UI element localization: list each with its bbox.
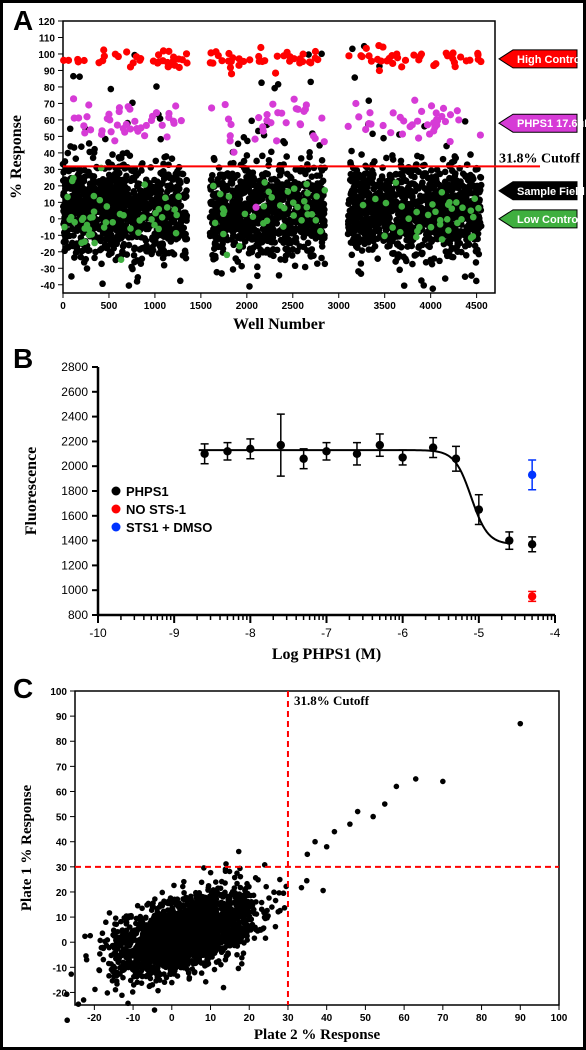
- svg-text:1600: 1600: [61, 509, 88, 523]
- svg-text:70: 70: [56, 762, 68, 773]
- svg-text:2200: 2200: [61, 434, 88, 448]
- svg-text:40: 40: [44, 149, 56, 160]
- svg-text:STS1 + DMSO: STS1 + DMSO: [126, 520, 212, 535]
- svg-text:0: 0: [60, 301, 66, 312]
- svg-text:1800: 1800: [61, 484, 88, 498]
- panel-c-label: C: [13, 673, 33, 705]
- svg-text:80: 80: [56, 737, 68, 748]
- svg-text:60: 60: [44, 116, 56, 127]
- svg-text:70: 70: [437, 1013, 449, 1024]
- svg-text:800: 800: [68, 608, 88, 622]
- svg-text:20: 20: [244, 1013, 256, 1024]
- svg-text:-5: -5: [473, 626, 484, 640]
- svg-text:2500: 2500: [282, 301, 305, 312]
- svg-text:-10: -10: [53, 963, 68, 974]
- svg-text:-20: -20: [41, 248, 56, 259]
- svg-text:50: 50: [56, 813, 68, 824]
- svg-text:0: 0: [61, 938, 67, 949]
- svg-text:2000: 2000: [236, 301, 259, 312]
- panel-c-chart: -20-100102030405060708090100-20-10010203…: [3, 673, 586, 1049]
- svg-text:3500: 3500: [374, 301, 397, 312]
- svg-text:Sample Field: Sample Field: [517, 186, 585, 198]
- svg-text:1000: 1000: [61, 583, 88, 597]
- svg-text:70: 70: [44, 99, 56, 110]
- svg-text:1200: 1200: [61, 558, 88, 572]
- svg-text:PHPS1: PHPS1: [126, 484, 169, 499]
- panel-a-label: A: [13, 5, 33, 37]
- svg-text:60: 60: [56, 787, 68, 798]
- svg-text:90: 90: [44, 66, 56, 77]
- svg-text:-9: -9: [169, 626, 180, 640]
- panel-c: C -20-100102030405060708090100-20-100102…: [3, 673, 586, 1049]
- svg-text:110: 110: [39, 33, 56, 44]
- svg-text:-6: -6: [397, 626, 408, 640]
- svg-text:Fluorescence: Fluorescence: [23, 447, 40, 536]
- svg-text:-7: -7: [321, 626, 332, 640]
- svg-text:0: 0: [49, 215, 55, 226]
- svg-text:40: 40: [56, 838, 68, 849]
- figure-container: A 050010001500200025003000350040004500-4…: [0, 0, 586, 1050]
- svg-text:50: 50: [44, 132, 56, 143]
- svg-text:4000: 4000: [420, 301, 443, 312]
- svg-text:Plate 1 % Response: Plate 1 % Response: [19, 785, 35, 912]
- svg-text:20: 20: [56, 888, 68, 899]
- svg-text:100: 100: [50, 687, 67, 698]
- svg-text:4500: 4500: [465, 301, 488, 312]
- svg-text:0: 0: [169, 1013, 175, 1024]
- panel-b: B 800 1000 1200 1400 1600 1800 2000 2200 2400 260…: [3, 343, 586, 673]
- svg-text:90: 90: [56, 712, 68, 723]
- svg-text:NO STS-1: NO STS-1: [126, 502, 186, 517]
- svg-text:80: 80: [476, 1013, 488, 1024]
- panel-b-label: B: [13, 343, 33, 375]
- svg-text:2400: 2400: [61, 410, 88, 424]
- svg-text:Low Control: Low Control: [517, 214, 581, 226]
- svg-text:1500: 1500: [190, 301, 213, 312]
- svg-text:50: 50: [360, 1013, 372, 1024]
- svg-text:2800: 2800: [61, 360, 88, 374]
- svg-text:10: 10: [56, 913, 68, 924]
- svg-text:60: 60: [399, 1013, 411, 1024]
- svg-text:-10: -10: [126, 1013, 141, 1024]
- svg-text:80: 80: [44, 83, 56, 94]
- svg-text:1000: 1000: [144, 301, 167, 312]
- panel-b-chart: 800 1000 1200 1400 1600 1800 2000 2200 2400 2600 2…: [3, 343, 586, 673]
- svg-text:10: 10: [44, 198, 56, 209]
- svg-text:2600: 2600: [61, 385, 88, 399]
- svg-text:High Control: High Control: [517, 54, 584, 66]
- svg-text:PHPS1 17.6uM: PHPS1 17.6uM: [517, 118, 586, 130]
- svg-text:1400: 1400: [61, 534, 88, 548]
- svg-text:31.8% Cutoff: 31.8% Cutoff: [499, 151, 580, 166]
- svg-text:-10: -10: [41, 231, 56, 242]
- svg-text:20: 20: [44, 182, 56, 193]
- svg-text:3000: 3000: [328, 301, 351, 312]
- svg-text:-8: -8: [245, 626, 256, 640]
- svg-text:100: 100: [551, 1013, 568, 1024]
- svg-text:-40: -40: [41, 281, 56, 292]
- svg-text:100: 100: [38, 50, 55, 61]
- svg-text:40: 40: [321, 1013, 333, 1024]
- svg-text:-10: -10: [89, 626, 107, 640]
- svg-text:90: 90: [515, 1013, 527, 1024]
- svg-text:120: 120: [38, 17, 55, 28]
- svg-text:10: 10: [205, 1013, 217, 1024]
- svg-text:Well Number: Well Number: [233, 316, 325, 333]
- svg-text:-20: -20: [87, 1013, 102, 1024]
- svg-text:30: 30: [44, 165, 56, 176]
- svg-text:% Response: % Response: [8, 115, 25, 199]
- svg-text:-4: -4: [550, 626, 561, 640]
- svg-text:30: 30: [282, 1013, 294, 1024]
- svg-text:30: 30: [56, 863, 68, 874]
- svg-text:500: 500: [101, 301, 118, 312]
- svg-text:2000: 2000: [61, 459, 88, 473]
- svg-text:Plate 2 % Response: Plate 2 % Response: [254, 1027, 381, 1043]
- svg-text:Log PHPS1 (M): Log PHPS1 (M): [272, 646, 381, 663]
- panel-a-chart: 050010001500200025003000350040004500-40-…: [3, 3, 586, 343]
- panel-a: A 050010001500200025003000350040004500-4…: [3, 3, 586, 343]
- svg-text:-30: -30: [41, 264, 56, 275]
